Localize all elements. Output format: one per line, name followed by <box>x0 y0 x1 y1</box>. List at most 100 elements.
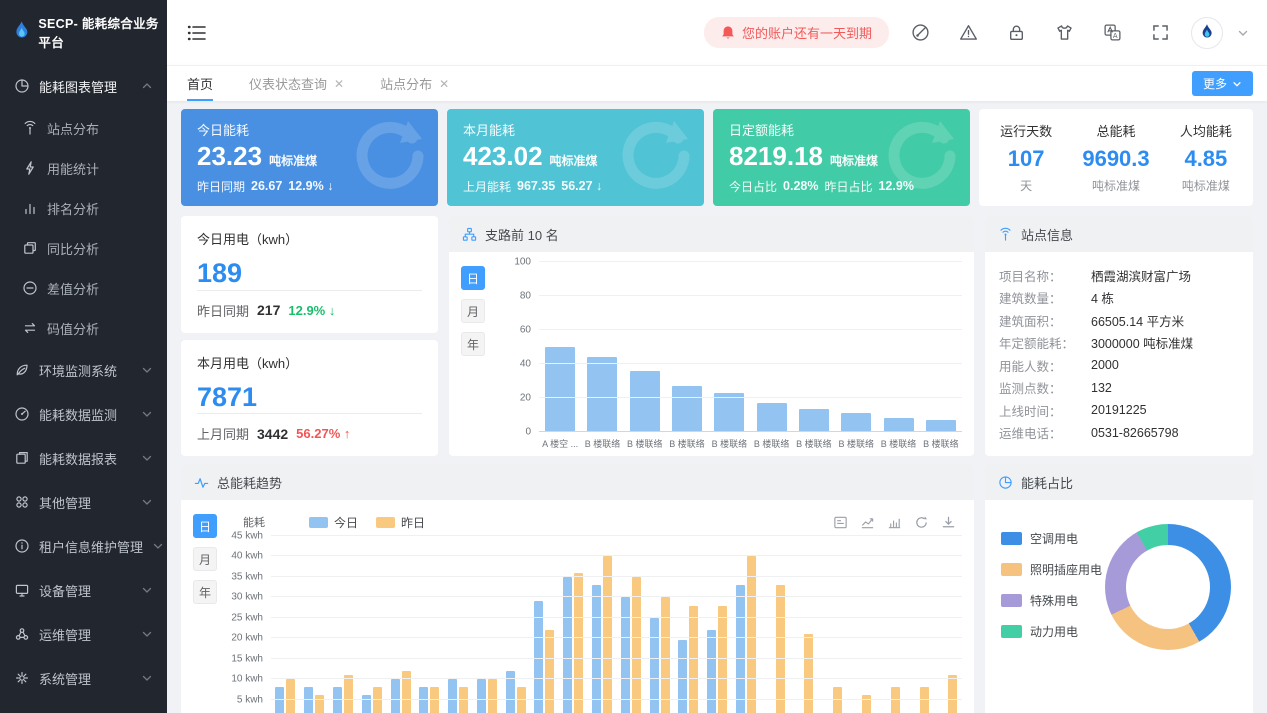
bar[interactable] <box>315 695 325 713</box>
period-button-年[interactable]: 年 <box>193 580 217 604</box>
bar-group[interactable] <box>735 536 756 713</box>
bar[interactable] <box>660 597 670 713</box>
sidebar-item-2[interactable]: 排名分析 <box>0 188 167 228</box>
tab-site-distribution[interactable]: 站点分布 ✕ <box>380 66 449 101</box>
period-button-年[interactable]: 年 <box>461 332 485 356</box>
bar[interactable] <box>390 679 400 713</box>
period-button-日[interactable]: 日 <box>461 266 485 290</box>
bar-group[interactable] <box>672 262 703 432</box>
bar[interactable] <box>948 675 958 713</box>
bar[interactable] <box>372 687 382 713</box>
menu-collapse-icon[interactable] <box>186 22 208 44</box>
tabs-more-button[interactable]: 更多 <box>1191 71 1253 96</box>
bar[interactable] <box>672 386 703 432</box>
bar[interactable] <box>361 695 371 713</box>
bar-group[interactable] <box>476 536 497 713</box>
bar[interactable] <box>862 695 872 713</box>
user-menu-chevron-down-icon[interactable] <box>1237 27 1249 39</box>
bar-group[interactable] <box>707 536 728 713</box>
fullscreen-icon[interactable] <box>1143 16 1177 50</box>
bar[interactable] <box>545 347 576 432</box>
bar[interactable] <box>275 687 285 713</box>
sidebar-group-1[interactable]: 环境监测系统 <box>0 348 167 392</box>
bar-group[interactable] <box>332 536 353 713</box>
tab-meter-status[interactable]: 仪表状态查询 ✕ <box>249 66 344 101</box>
theme-tshirt-icon[interactable] <box>1047 16 1081 50</box>
bar-group[interactable] <box>841 262 872 432</box>
sidebar-item-0[interactable]: 站点分布 <box>0 108 167 148</box>
sidebar-group-4[interactable]: 其他管理 <box>0 480 167 524</box>
sidebar-item-1[interactable]: 用能统计 <box>0 148 167 188</box>
bar-group[interactable] <box>851 536 872 713</box>
bar-group[interactable] <box>880 536 900 713</box>
bar[interactable] <box>735 585 745 713</box>
sidebar-group-6[interactable]: 设备管理 <box>0 568 167 612</box>
sidebar-group-8[interactable]: 系统管理 <box>0 656 167 700</box>
period-button-月[interactable]: 月 <box>193 547 217 571</box>
error-log-icon[interactable] <box>951 16 985 50</box>
bar-group[interactable] <box>649 536 670 713</box>
bar[interactable] <box>919 687 929 713</box>
bar-group[interactable] <box>620 536 641 713</box>
bar[interactable] <box>649 617 659 713</box>
bar-group[interactable] <box>909 536 929 713</box>
tab-home[interactable]: 首页 <box>187 66 214 101</box>
bar[interactable] <box>629 370 660 432</box>
bar-group[interactable] <box>629 262 660 432</box>
bar[interactable] <box>841 413 872 432</box>
period-button-月[interactable]: 月 <box>461 299 485 323</box>
bar[interactable] <box>804 634 814 713</box>
bar[interactable] <box>833 687 843 713</box>
sidebar-item-3[interactable]: 同比分析 <box>0 228 167 268</box>
bar-chart-icon[interactable] <box>887 515 902 530</box>
bar-group[interactable] <box>545 262 576 432</box>
kpi-card-month-energy[interactable]: 本月能耗 423.02 吨标准煤 上月能耗 967.35 56.27 ↓ <box>447 109 704 206</box>
data-view-icon[interactable] <box>833 515 848 530</box>
pie-legend-item[interactable]: 空调用电 <box>1001 530 1102 547</box>
bar-group[interactable] <box>534 536 555 713</box>
bar[interactable] <box>925 420 956 432</box>
bar[interactable] <box>756 403 787 432</box>
download-icon[interactable] <box>941 515 956 530</box>
bar-group[interactable] <box>714 262 745 432</box>
bar-group[interactable] <box>591 536 612 713</box>
bar[interactable] <box>718 605 728 713</box>
bar[interactable] <box>563 576 573 713</box>
sidebar-group-5[interactable]: 租户信息维护管理 <box>0 524 167 568</box>
bar-group[interactable] <box>822 536 843 713</box>
bar[interactable] <box>304 687 314 713</box>
bar[interactable] <box>574 572 584 713</box>
bar[interactable] <box>798 409 829 432</box>
pie-legend-item[interactable]: 照明插座用电 <box>1001 561 1102 578</box>
bar-group[interactable] <box>798 262 829 432</box>
legend-item-today[interactable]: 今日 <box>309 514 358 531</box>
bar-group[interactable] <box>765 536 785 713</box>
bar-group[interactable] <box>925 262 956 432</box>
bar-group[interactable] <box>563 536 584 713</box>
bar-group[interactable] <box>883 262 914 432</box>
bar[interactable] <box>678 640 688 713</box>
pie-legend-item[interactable]: 动力用电 <box>1001 623 1102 640</box>
bar[interactable] <box>516 687 526 713</box>
bar[interactable] <box>343 675 353 713</box>
bar-group[interactable] <box>361 536 382 713</box>
bar[interactable] <box>459 687 469 713</box>
bar[interactable] <box>534 601 544 713</box>
bar[interactable] <box>430 687 440 713</box>
bar-group[interactable] <box>587 262 618 432</box>
bar-group[interactable] <box>419 536 440 713</box>
refresh-icon[interactable] <box>914 515 929 530</box>
lock-screen-icon[interactable] <box>999 16 1033 50</box>
bar[interactable] <box>476 679 486 713</box>
sidebar-group-2[interactable]: 能耗数据监测 <box>0 392 167 436</box>
legend-item-yesterday[interactable]: 昨日 <box>376 514 425 531</box>
kpi-card-today-energy[interactable]: 今日能耗 23.23 吨标准煤 昨日同期 26.67 12.9% ↓ <box>181 109 438 206</box>
bar[interactable] <box>401 670 411 713</box>
bar-group[interactable] <box>448 536 469 713</box>
bar[interactable] <box>631 576 641 713</box>
bar[interactable] <box>286 679 296 713</box>
bar-group[interactable] <box>505 536 526 713</box>
bar-group[interactable] <box>756 262 787 432</box>
locale-translate-icon[interactable]: A <box>1095 16 1129 50</box>
bar[interactable] <box>448 679 458 713</box>
